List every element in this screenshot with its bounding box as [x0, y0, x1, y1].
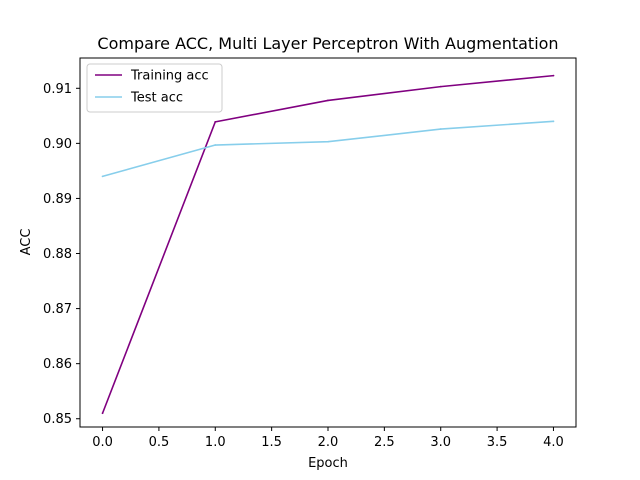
- x-tick-label: 2.5: [374, 435, 395, 450]
- x-tick-label: 1.0: [205, 435, 226, 450]
- y-tick-label: 0.89: [43, 192, 72, 207]
- y-axis-label: ACC: [19, 229, 34, 256]
- x-tick-label: 3.0: [430, 435, 451, 450]
- x-tick-label: 0.5: [149, 435, 170, 450]
- legend-label: Test acc: [130, 91, 183, 106]
- data-point-training-acc: [327, 99, 329, 102]
- legend: Training acc Test acc: [86, 63, 223, 113]
- y-tick-label: 0.88: [43, 247, 72, 262]
- x-axis: 0.0 0.5 1.0 1.5 2.0 2.5 3.0 3.5 4.0: [92, 427, 564, 450]
- x-tick-label: 1.5: [261, 435, 282, 450]
- data-point-test-acc: [439, 128, 442, 130]
- x-tick-label: 0.0: [92, 435, 113, 450]
- legend-label: Training acc: [130, 69, 209, 84]
- y-axis: 0.85 0.86 0.87 0.88 0.89 0.90 0.91: [43, 82, 80, 427]
- chart-title: Compare ACC, Multi Layer Perceptron With…: [97, 34, 558, 53]
- y-tick-label: 0.86: [43, 357, 72, 372]
- y-tick-label: 0.91: [43, 82, 72, 97]
- y-tick-label: 0.87: [43, 302, 72, 317]
- data-point-training-acc: [552, 74, 555, 77]
- y-tick-label: 0.85: [43, 412, 72, 427]
- data-point-test-acc: [327, 140, 329, 143]
- data-point-training-acc: [439, 85, 442, 88]
- data-point-training-acc: [214, 120, 217, 123]
- x-tick-label: 3.5: [487, 435, 508, 450]
- x-tick-label: 2.0: [318, 435, 339, 450]
- x-tick-label: 4.0: [543, 435, 564, 450]
- plot-area: [101, 74, 555, 415]
- data-point-test-acc: [214, 144, 217, 146]
- data-point-test-acc: [552, 120, 555, 123]
- y-tick-label: 0.90: [43, 137, 72, 152]
- x-axis-label: Epoch: [308, 456, 348, 471]
- legend-box: [86, 63, 223, 113]
- data-point-training-acc: [101, 412, 104, 415]
- data-point-test-acc: [101, 175, 104, 178]
